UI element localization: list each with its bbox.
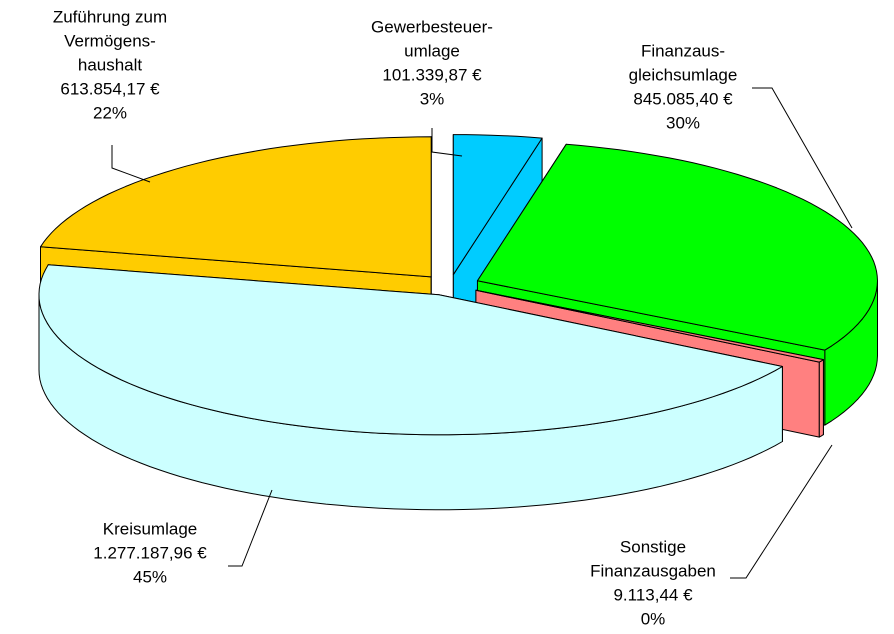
leader-line: [228, 489, 273, 567]
label-name: Finanzausgaben: [590, 561, 716, 580]
label-name: Sonstige: [620, 537, 686, 556]
label-name: haushalt: [78, 55, 143, 74]
slice-wall: [818, 359, 824, 438]
label-percent: 45%: [133, 567, 167, 586]
slice-top: [40, 136, 432, 278]
labels: Gewerbesteuer-umlage 101.339,87 € 3% Finanz…: [53, 7, 738, 628]
label-name: gleichsumlage: [629, 65, 738, 84]
label-value: 845.085,40 €: [633, 89, 733, 108]
label-value: 9.113,44 €: [613, 585, 693, 604]
label-percent: 22%: [93, 103, 127, 122]
label-name: Finanzaus-: [641, 41, 725, 60]
label-name: Gewerbesteuer-: [371, 17, 493, 36]
label-percent: 30%: [666, 113, 700, 132]
slice-label: Finanzaus-gleichsumlage 845.085,40 € 30%: [629, 41, 738, 132]
label-value: 1.277.187,96 €: [93, 543, 207, 562]
slice-top: [38, 264, 783, 436]
label-percent: 0%: [641, 609, 666, 628]
leader-line: [752, 87, 853, 229]
label-percent: 3%: [420, 89, 445, 108]
label-name: Vermögens-: [64, 31, 156, 50]
slice-label: Sonstige Finanzausgaben 9.113,44 € 0%: [590, 537, 716, 628]
label-name: Kreisumlage: [103, 519, 198, 538]
slice-label: Kreisumlage 1.277.187,96 € 45%: [93, 519, 207, 586]
label-value: 101.339,87 €: [382, 65, 482, 84]
leader-lines: [111, 87, 853, 579]
slice-top: [475, 289, 824, 363]
slice-top: [476, 143, 878, 351]
slice-top: [452, 134, 543, 276]
leader-line: [730, 444, 833, 579]
label-value: 613.854,17 €: [60, 79, 160, 98]
leader-line: [431, 128, 463, 157]
label-name: umlage: [404, 41, 460, 60]
label-name: Zuführung zum: [53, 7, 167, 26]
slice-label: Gewerbesteuer-umlage 101.339,87 € 3%: [371, 17, 493, 108]
slice: [38, 264, 783, 511]
pie: [38, 134, 878, 511]
leader-line: [111, 145, 151, 183]
slice-label: Zuführung zum Vermögens-haushalt 613.854,1…: [53, 7, 167, 122]
